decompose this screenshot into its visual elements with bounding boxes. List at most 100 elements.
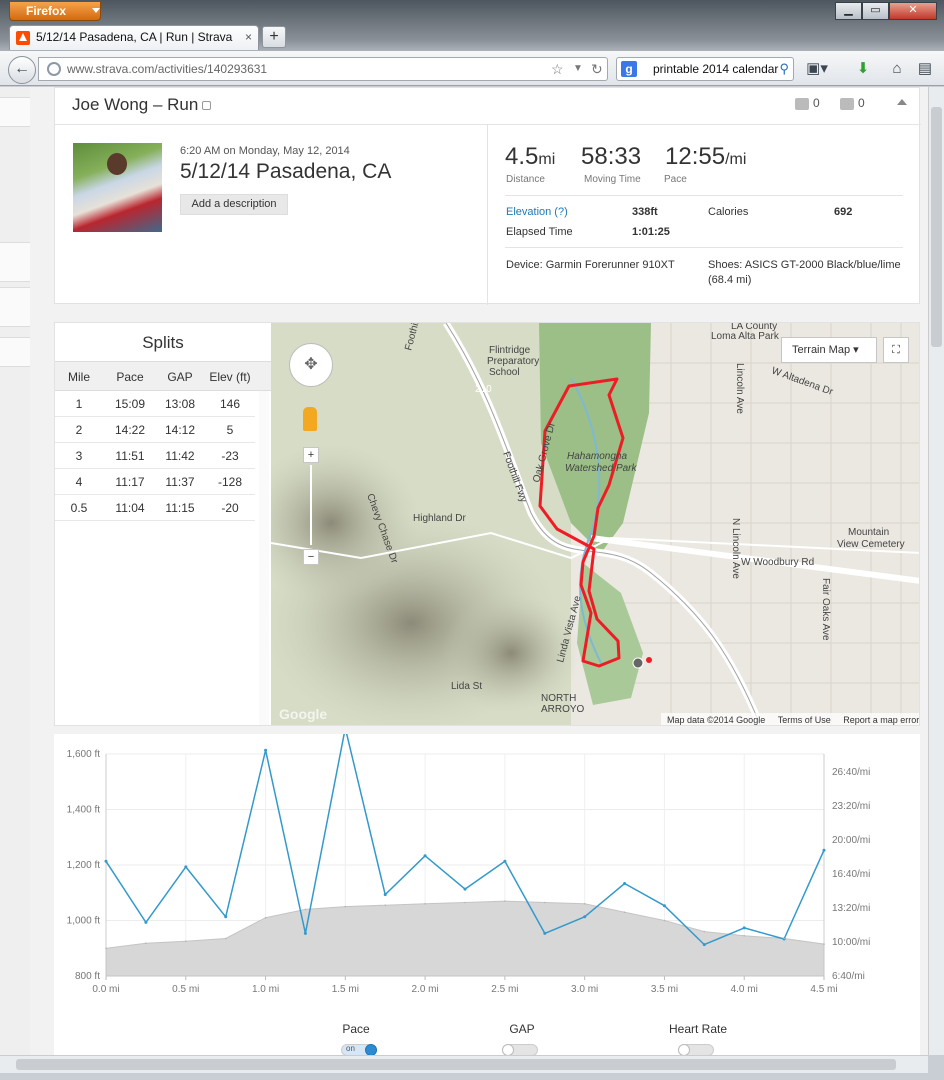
pace-point: [104, 859, 108, 863]
shoes-info[interactable]: Shoes: ASICS GT-2000 Black/blue/lime: [708, 259, 901, 271]
moving-time-value: 58:33: [581, 143, 642, 170]
map-label: Highland Dr: [413, 513, 466, 524]
elevation-help-link[interactable]: Elevation (?): [506, 206, 568, 218]
elevation-point: [304, 908, 307, 911]
activity-date: 6:20 AM on Monday, May 12, 2014: [180, 145, 350, 157]
left-nav-item[interactable]: [0, 337, 30, 367]
activity-route[interactable]: [538, 377, 625, 668]
distance-value: 4.5: [505, 143, 539, 170]
y-left-tick-label: 1,000 ft: [67, 916, 101, 927]
split-row[interactable]: 2 14:22 14:12 5: [55, 417, 255, 443]
bookmarks-menu-icon[interactable]: ▣▾: [806, 60, 828, 77]
distance-stat: 4.5mi: [505, 143, 555, 171]
elevation-point: [703, 930, 706, 933]
url-bar[interactable]: www.strava.com/activities/140293631 ☆ ▼ …: [38, 57, 608, 81]
split-row[interactable]: 0.5 11:04 11:15 -20: [55, 495, 255, 521]
addon-icon[interactable]: ▤: [917, 60, 933, 77]
elevation-point: [583, 903, 586, 905]
maximize-button[interactable]: ▭: [862, 2, 889, 20]
pace-point: [423, 854, 427, 858]
split-cell: -128: [217, 475, 243, 489]
left-nav-item[interactable]: [0, 97, 30, 127]
elevation-point: [224, 937, 227, 940]
split-row[interactable]: 1 15:09 13:08 146: [55, 391, 255, 417]
bookmark-star-icon[interactable]: ☆: [551, 61, 564, 77]
search-magnifier-icon[interactable]: ⚲: [779, 61, 789, 76]
zoom-in-icon[interactable]: +: [303, 447, 319, 463]
split-cell: 2: [75, 423, 83, 437]
terrain-map-dropdown[interactable]: Terrain Map ▾: [781, 337, 877, 363]
pace-point: [822, 848, 826, 852]
download-arrow-icon[interactable]: ⬇: [856, 60, 870, 77]
elevation-point: [623, 911, 626, 913]
divider: [505, 247, 903, 248]
zoom-slider[interactable]: [310, 465, 312, 545]
splits-map-panel: Splits Mile Pace GAP Elev (ft) 1 15:09 13:…: [54, 322, 920, 726]
zoom-out-icon[interactable]: −: [303, 549, 319, 565]
tab-strava-activity[interactable]: 5/12/14 Pasadena, CA | Run | Strava ×: [9, 25, 259, 50]
elevation-area[interactable]: [105, 900, 825, 977]
add-description-button[interactable]: Add a description: [180, 194, 288, 215]
device-info: Device: Garmin Forerunner 910XT: [506, 259, 675, 271]
split-cell: 1: [75, 397, 83, 411]
left-nav-item[interactable]: [0, 242, 30, 282]
y-right-tick-label: 20:00/mi: [832, 835, 870, 846]
map-report-link[interactable]: Report a map error: [843, 715, 920, 725]
split-row[interactable]: 3 11:51 11:42 -23: [55, 443, 255, 469]
y-left-tick-label: 1,200 ft: [67, 860, 101, 871]
kudos-button[interactable]: 0: [795, 96, 820, 110]
pace-toggle[interactable]: on: [341, 1044, 377, 1055]
close-window-button[interactable]: ✕: [889, 2, 937, 20]
minimize-button[interactable]: ▁: [835, 2, 862, 20]
map-label: Preparatory: [487, 356, 539, 367]
vertical-scrollbar[interactable]: [928, 87, 944, 1055]
elevation-point: [424, 903, 426, 905]
google-logo[interactable]: Google: [279, 706, 327, 722]
home-icon[interactable]: ⌂: [892, 60, 902, 77]
map-label: LA County: [731, 323, 777, 332]
vertical-scroll-thumb[interactable]: [931, 107, 942, 347]
horizontal-scrollbar[interactable]: [0, 1055, 928, 1073]
google-search-engine-icon[interactable]: g: [621, 61, 637, 77]
left-nav-item[interactable]: [0, 287, 30, 327]
reload-icon[interactable]: ↻: [591, 61, 603, 77]
map-canvas[interactable]: Flintridge Preparatory School Foothill B…: [271, 323, 920, 726]
city-grid: [591, 323, 919, 725]
kudos-count: 0: [813, 96, 820, 110]
map-terms-link[interactable]: Terms of Use: [777, 715, 831, 725]
pace-unit: /mi: [725, 151, 747, 168]
route-map[interactable]: Flintridge Preparatory School Foothill B…: [271, 323, 920, 726]
map-label: Flintridge: [489, 345, 531, 356]
splits-scrollbar[interactable]: [259, 391, 269, 725]
pace-point: [224, 915, 228, 919]
heart-rate-toggle[interactable]: [678, 1044, 714, 1055]
search-box[interactable]: g printable 2014 calendar ⚲: [616, 57, 794, 81]
new-tab-button[interactable]: +: [262, 26, 286, 48]
elevation-pace-chart[interactable]: 1,600 ft 1,400 ft 1,200 ft 1,000 ft 800 ft 26…: [54, 726, 920, 996]
elevation-point: [145, 942, 147, 945]
elapsed-time-value: 1:01:25: [632, 226, 670, 238]
pan-control-icon[interactable]: ✥: [289, 343, 333, 387]
fullscreen-icon[interactable]: ⛶: [883, 337, 909, 363]
finish-flag-icon[interactable]: [632, 657, 644, 669]
split-row[interactable]: 4 11:17 11:37 -128: [55, 469, 255, 495]
tab-close-icon[interactable]: ×: [244, 30, 252, 44]
map-label: Hahamongna: [567, 451, 627, 462]
activity-name[interactable]: 5/12/14 Pasadena, CA: [180, 160, 392, 183]
horizontal-scroll-thumb[interactable]: [16, 1059, 896, 1070]
y-right-tick-label: 23:20/mi: [832, 801, 870, 812]
url-dropdown-icon[interactable]: ▼: [573, 63, 583, 74]
back-arrow-icon[interactable]: ←: [8, 56, 36, 84]
athlete-photo[interactable]: [73, 143, 162, 232]
firefox-menu-button[interactable]: Firefox: [9, 1, 101, 21]
gap-toggle[interactable]: [502, 1044, 538, 1055]
athlete-title-text: Joe Wong – Run: [72, 95, 199, 114]
elevation-point: [783, 937, 785, 940]
pegman-icon[interactable]: [303, 407, 317, 431]
calories-value: 692: [834, 206, 853, 218]
collapse-chevron-icon[interactable]: [897, 99, 907, 105]
comments-button[interactable]: 0: [840, 96, 865, 110]
url-host: www.strava.com: [67, 62, 155, 76]
start-marker[interactable]: [646, 657, 652, 663]
comment-icon: [840, 97, 854, 110]
